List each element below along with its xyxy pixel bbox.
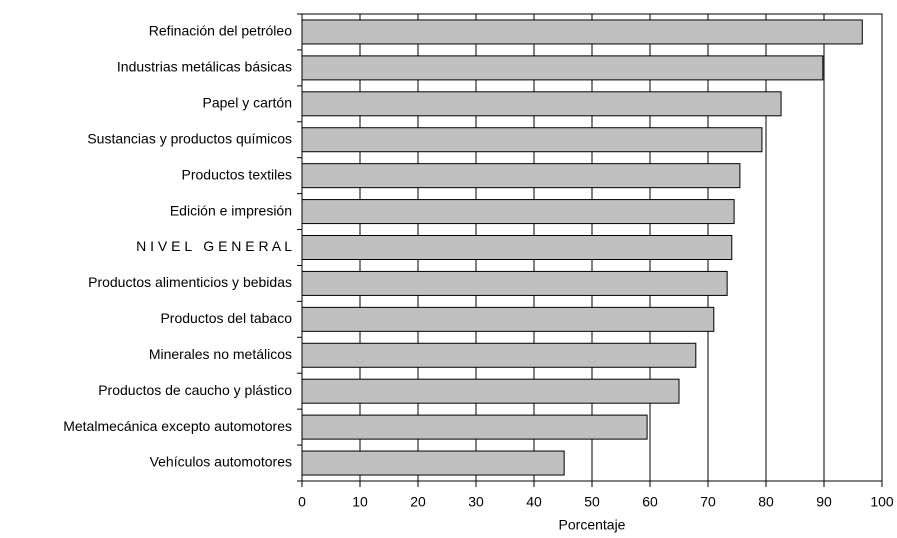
y-tick-label: Metalmecánica excepto automotores <box>63 418 292 434</box>
y-tick-label: Sustancias y productos químicos <box>87 130 292 146</box>
y-tick-label: Vehículos automotores <box>150 454 292 470</box>
y-tick-label: Productos de caucho y plástico <box>98 382 292 398</box>
x-axis-label: Porcentaje <box>559 517 626 533</box>
y-tick-label: Papel y cartón <box>203 95 293 111</box>
x-tick-label: 70 <box>700 494 716 510</box>
bar <box>301 199 735 225</box>
bar <box>301 342 697 368</box>
x-tick-label: 20 <box>410 494 426 510</box>
x-tick-label: 80 <box>758 494 774 510</box>
x-tick-label: 60 <box>642 494 658 510</box>
x-tick-label: 90 <box>816 494 832 510</box>
bar <box>301 414 648 440</box>
bar <box>301 163 741 189</box>
bar <box>301 306 715 332</box>
y-tick-label: Productos textiles <box>182 166 293 182</box>
bar <box>301 270 728 296</box>
x-tick-label: 100 <box>870 494 894 510</box>
bar <box>301 450 565 476</box>
bar <box>301 378 680 404</box>
x-tick-label: 50 <box>584 494 600 510</box>
y-tick-label: N I V E L G E N E R A L <box>136 238 292 254</box>
y-tick-label: Refinación del petróleo <box>149 23 292 39</box>
bar <box>301 235 733 260</box>
bar <box>301 91 782 117</box>
x-tick-label: 40 <box>526 494 542 510</box>
bar <box>301 19 863 45</box>
x-tick-label: 10 <box>352 494 368 510</box>
y-tick-label: Industrias metálicas básicas <box>117 59 292 75</box>
y-tick-label: Productos alimenticios y bebidas <box>88 274 292 290</box>
y-tick-label: Minerales no metálicos <box>149 346 292 362</box>
x-tick-label: 30 <box>468 494 484 510</box>
bar <box>301 127 763 153</box>
y-tick-label: Edición e impresión <box>170 202 292 218</box>
bar <box>301 55 824 81</box>
x-tick-label: 0 <box>298 494 306 510</box>
y-tick-label: Productos del tabaco <box>160 310 292 326</box>
